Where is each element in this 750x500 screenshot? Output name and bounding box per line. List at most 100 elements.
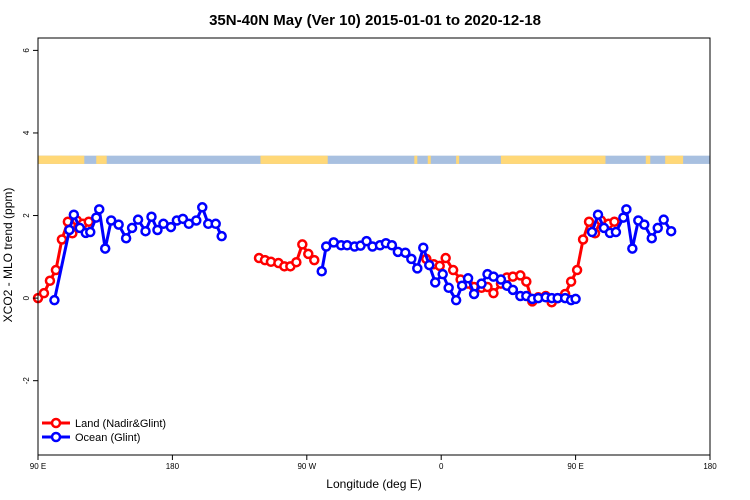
data-point: [56, 234, 68, 245]
data-point: [320, 241, 332, 252]
data-point: [85, 226, 96, 238]
x-tick-label: 90 E: [30, 462, 46, 471]
data-point: [621, 204, 632, 215]
x-tick-label: 180: [166, 462, 180, 471]
data-point: [309, 254, 320, 266]
land-band: [500, 155, 606, 164]
y-axis: -2 0 2 4 6: [22, 48, 38, 385]
data-point: [90, 212, 102, 223]
land-band: [665, 155, 684, 164]
data-point: [105, 215, 117, 226]
y-tick-label: 2: [22, 213, 31, 218]
data-point: [210, 218, 221, 230]
legend-item: Ocean (Glint): [42, 431, 140, 444]
plot-series: [32, 202, 677, 308]
data-point: [646, 232, 658, 244]
data-point: [570, 293, 581, 305]
y-tick-label: 6: [22, 48, 31, 53]
data-point: [450, 294, 462, 306]
data-point: [434, 260, 445, 272]
land-band: [96, 155, 107, 164]
data-point: [291, 256, 302, 268]
data-point: [165, 221, 177, 233]
data-point: [437, 268, 448, 280]
land-ocean-bar: [38, 155, 710, 164]
x-axis-label: Longitude (deg E): [326, 477, 421, 491]
plot-frame: [37, 37, 711, 456]
x-tick-label: 90 E: [567, 462, 583, 471]
data-point: [216, 230, 227, 242]
data-point: [583, 216, 595, 227]
data-point: [197, 202, 208, 213]
data-point: [113, 219, 124, 230]
y-tick-label: 4: [22, 130, 31, 135]
data-point: [152, 224, 163, 236]
chart-title: 35N-40N May (Ver 10) 2015-01-01 to 2020-…: [209, 12, 541, 29]
land-band: [76, 155, 80, 164]
data-point: [386, 240, 398, 251]
data-point: [68, 209, 80, 220]
land-band: [456, 155, 460, 164]
data-point: [565, 276, 577, 287]
data-point: [521, 276, 532, 287]
y-axis-label: XCO2 - MLO trend (ppm): [1, 188, 15, 323]
land-band: [427, 155, 431, 164]
series-ocean: [49, 202, 677, 306]
data-point: [462, 273, 474, 284]
data-point: [146, 211, 157, 223]
data-point: [609, 216, 620, 227]
land-band: [58, 155, 62, 164]
data-point: [618, 212, 629, 223]
data-point: [639, 219, 650, 230]
data-point: [191, 215, 202, 226]
data-point: [495, 274, 507, 285]
data-point: [488, 287, 499, 299]
data-point: [592, 209, 604, 220]
data-point: [83, 216, 95, 227]
land-band: [414, 155, 418, 164]
data-point: [93, 204, 105, 215]
data-point: [49, 294, 60, 306]
data-point: [418, 242, 429, 253]
land-band: [260, 155, 328, 164]
data-point: [303, 248, 314, 260]
data-point: [447, 264, 459, 276]
data-point: [456, 280, 468, 291]
data-point: [658, 214, 669, 225]
data-point: [120, 232, 132, 244]
x-tick-label: 180: [703, 462, 717, 471]
legend-marker: [50, 431, 62, 443]
data-point: [38, 287, 50, 299]
data-point: [412, 263, 423, 274]
data-point: [99, 243, 111, 254]
data-point: [571, 264, 583, 276]
series-line: [425, 219, 615, 304]
data-point: [610, 226, 622, 238]
data-point: [44, 275, 56, 287]
x-tick-label: 90 W: [297, 462, 316, 471]
data-point: [627, 243, 638, 254]
data-point: [316, 266, 327, 277]
data-point: [297, 239, 308, 250]
legend-label: Land (Nadir&Glint): [75, 418, 166, 430]
data-point: [406, 253, 417, 265]
data-point: [476, 278, 487, 289]
y-tick-label: 0: [22, 295, 31, 300]
data-point: [140, 225, 151, 237]
legend-label: Ocean (Glint): [75, 432, 140, 444]
land-band: [645, 155, 651, 164]
x-tick-label: 0: [439, 462, 444, 471]
data-point: [440, 252, 451, 264]
legend-marker: [50, 417, 62, 429]
data-point: [400, 247, 411, 258]
y-tick-label: -2: [22, 377, 31, 385]
data-point: [507, 284, 519, 296]
data-point: [652, 222, 663, 234]
data-point: [429, 277, 441, 288]
data-point: [468, 288, 480, 300]
data-point: [132, 214, 144, 225]
data-point: [665, 225, 677, 237]
legend-item: Land (Nadir&Glint): [42, 417, 166, 430]
ocean-band: [38, 155, 710, 164]
